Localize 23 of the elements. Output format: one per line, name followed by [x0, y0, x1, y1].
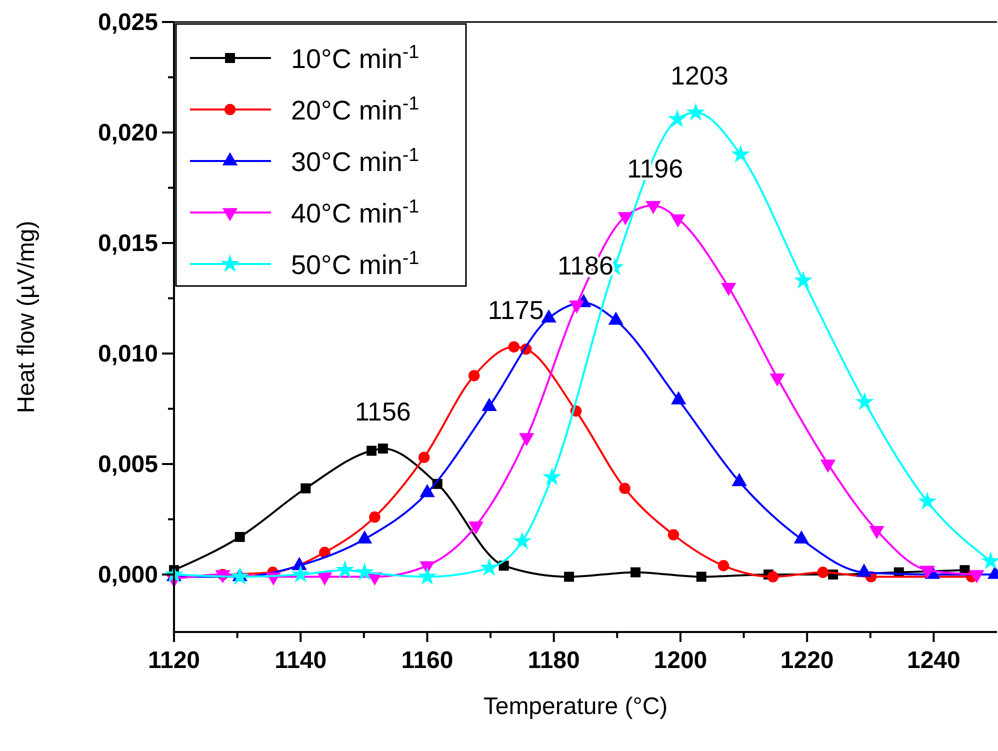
x-axis-title: Temperature (°C) [483, 693, 668, 720]
y-tick-label: 0,020 [98, 120, 158, 147]
x-tick-label: 1140 [274, 647, 327, 674]
legend-label: 10°C min$^{-1}$ [291, 42, 420, 74]
annotation: 1175 [488, 294, 544, 325]
x-tick-label: 1240 [906, 647, 960, 674]
y-tick-label: 0,000 [98, 562, 158, 589]
annotation: 1203 [670, 60, 728, 91]
y-tick-label: 0,025 [98, 9, 158, 36]
x-tick-label: 1160 [401, 647, 454, 674]
legend-label: 40°C min$^{-1}$ [291, 196, 420, 228]
x-tick-label: 1220 [780, 647, 834, 674]
legend-label: 50°C min$^{-1}$ [291, 248, 420, 280]
x-tick-label: 1120 [148, 647, 200, 674]
legend-label: 30°C min$^{-1}$ [291, 144, 420, 177]
y-tick-label: 0,010 [98, 340, 158, 368]
x-tick-label: 1200 [654, 647, 708, 674]
annotation: 1156 [354, 396, 411, 427]
x-tick-label: 1180 [528, 647, 580, 674]
legend-label: 20°C min$^{-1}$ [291, 93, 420, 126]
y-axis-title: Heat flow (µV/mg) [13, 220, 40, 414]
y-tick-label: 0,015 [98, 230, 158, 258]
y-tick-label: 0,005 [98, 451, 158, 478]
